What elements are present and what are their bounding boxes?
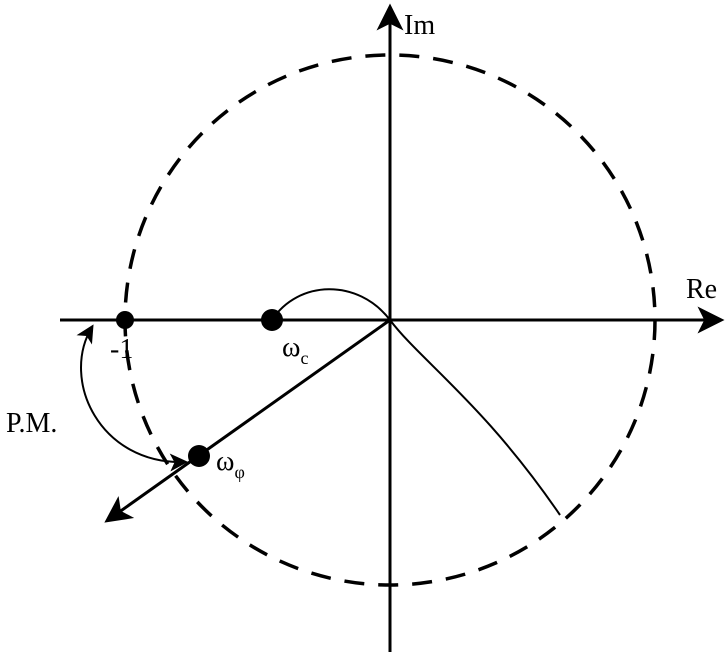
im-axis-label: Im: [404, 10, 435, 41]
re-axis-label: Re: [686, 274, 717, 305]
radial-line: [108, 320, 390, 520]
nyquist-curve: [272, 289, 560, 515]
omega-c-label: ωc: [282, 332, 308, 368]
minus-one-label: -1: [110, 334, 133, 365]
omega-phi-label: ωφ: [216, 446, 245, 482]
omega-c-point: [261, 309, 283, 331]
minus-one-point: [116, 311, 134, 329]
nyquist-phase-margin-diagram: Re Im -1 P.M. ωc ωφ: [0, 0, 728, 661]
phase-margin-label: P.M.: [6, 408, 57, 439]
omega-phi-point: [188, 445, 210, 467]
